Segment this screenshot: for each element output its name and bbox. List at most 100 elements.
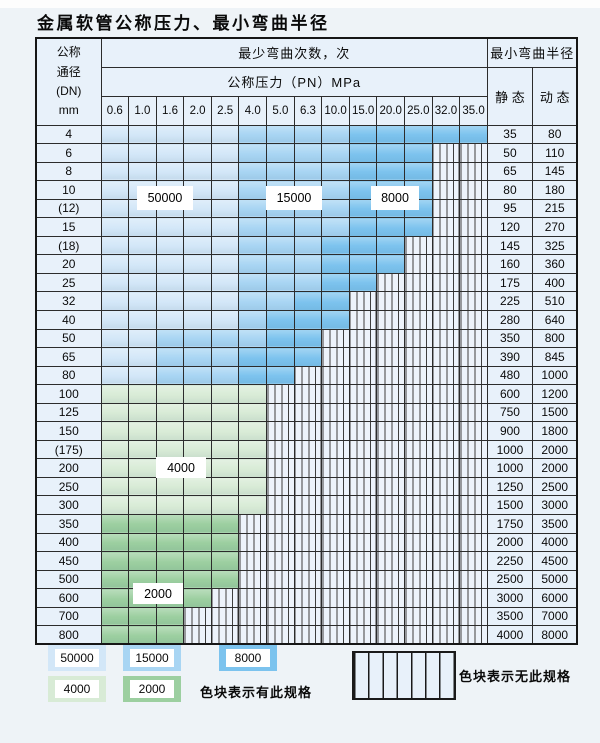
- table-row: 400 2000 4000: [35, 532, 578, 553]
- spec-cell-none: [404, 291, 433, 311]
- spec-cell-available: [266, 217, 295, 237]
- spec-cell-none: [431, 235, 461, 256]
- spec-cell-available: [155, 328, 185, 349]
- dn-label: 500: [35, 569, 102, 590]
- dn-label: 600: [35, 588, 102, 608]
- spec-cell-available: [100, 495, 130, 515]
- spec-cell-available: [210, 217, 240, 237]
- legend-note-available: 色块表示有此规格: [200, 685, 313, 700]
- spec-cell-available: [128, 328, 157, 349]
- dynamic-radius-value: 3000: [531, 495, 578, 515]
- spec-cell-available: [100, 402, 130, 423]
- cycles-label-4000: 4000: [156, 457, 206, 478]
- dynamic-radius-value: 510: [531, 291, 578, 311]
- spec-cell-none: [376, 588, 406, 608]
- pressure-col-header: 4.0: [238, 95, 268, 126]
- spec-cell-available: [293, 124, 323, 145]
- dynamic-radius-value: 4500: [531, 551, 578, 571]
- spec-cell-none: [459, 143, 488, 163]
- dn-label: 25: [35, 272, 102, 293]
- spec-table-wrap: 公称 通径 (DN) mm 最少弯曲次数，次 最小弯曲半径 公称压力（PN）MP…: [35, 37, 580, 646]
- spec-cell-available: [238, 235, 268, 256]
- spec-cell-none: [321, 606, 350, 627]
- dn-label: 450: [35, 551, 102, 571]
- spec-cell-available: [238, 272, 268, 293]
- dn-label: 32: [35, 291, 102, 311]
- spec-cell-available: [210, 365, 240, 386]
- dn-label: 10: [35, 180, 102, 200]
- spec-cell-available: [210, 384, 240, 404]
- table-row: 25 175 400: [35, 272, 578, 293]
- spec-cell-available: [238, 198, 268, 219]
- static-radius-value: 1750: [486, 513, 533, 534]
- spec-cell-available: [183, 402, 212, 423]
- spec-cell-none: [321, 384, 350, 404]
- spec-cell-available: [155, 421, 185, 441]
- dynamic-radius-value: 145: [531, 161, 578, 182]
- dn-label: 6: [35, 143, 102, 163]
- spec-cell-none: [431, 254, 461, 274]
- static-radius-value: 1250: [486, 476, 533, 497]
- cycles-label-8000: 8000: [371, 186, 419, 210]
- spec-cell-available: [183, 143, 212, 163]
- spec-cell-available: [128, 309, 157, 330]
- dn-header-line: (DN): [56, 83, 82, 98]
- spec-cell-none: [376, 569, 406, 590]
- dynamic-radius-value: 2000: [531, 439, 578, 460]
- spec-cell-available: [348, 198, 378, 219]
- spec-cell-available: [404, 217, 433, 237]
- spec-cell-available: [238, 365, 268, 386]
- dynamic-radius-value: 180: [531, 180, 578, 200]
- spec-cell-none: [238, 551, 268, 571]
- spec-cell-available: [183, 421, 212, 441]
- spec-cell-none: [459, 513, 488, 534]
- spec-cell-none: [293, 495, 323, 515]
- spec-cell-none: [431, 625, 461, 645]
- spec-cell-none: [431, 272, 461, 293]
- spec-cell-none: [404, 439, 433, 460]
- spec-cell-none: [238, 606, 268, 627]
- spec-cell-none: [376, 272, 406, 293]
- spec-cell-none: [459, 569, 488, 590]
- spec-cell-none: [431, 328, 461, 349]
- spec-cell-available: [128, 551, 157, 571]
- dn-header-line: mm: [58, 102, 79, 117]
- table-row: 300 1500 3000: [35, 495, 578, 515]
- spec-cell-available: [155, 402, 185, 423]
- spec-cell-available: [238, 143, 268, 163]
- spec-cell-available: [155, 384, 185, 404]
- dn-column-header: 公称 通径 (DN) mm: [35, 37, 102, 126]
- spec-cell-available: [293, 217, 323, 237]
- spec-cell-none: [459, 402, 488, 423]
- spec-cell-none: [404, 384, 433, 404]
- spec-cell-none: [404, 402, 433, 423]
- dynamic-radius-value: 640: [531, 309, 578, 330]
- spec-cell-available: [155, 365, 185, 386]
- spec-cell-none: [348, 439, 378, 460]
- spec-cell-none: [348, 402, 378, 423]
- spec-cell-available: [238, 439, 268, 460]
- spec-cell-available: [183, 291, 212, 311]
- spec-cell-available: [100, 217, 130, 237]
- dynamic-radius-value: 8000: [531, 625, 578, 645]
- min-bend-cycles-header: 最少弯曲次数，次: [100, 37, 488, 68]
- static-radius-value: 280: [486, 309, 533, 330]
- dn-header-line: 公称: [56, 45, 81, 60]
- spec-cell-available: [266, 124, 295, 145]
- spec-cell-none: [404, 588, 433, 608]
- spec-cell-none: [376, 606, 406, 627]
- spec-cell-none: [321, 476, 350, 497]
- spec-cell-none: [266, 588, 295, 608]
- spec-cell-available: [348, 161, 378, 182]
- static-radius-value: 80: [486, 180, 533, 200]
- spec-cell-none: [321, 421, 350, 441]
- spec-cell-none: [459, 384, 488, 404]
- spec-cell-available: [183, 569, 212, 590]
- spec-cell-none: [404, 309, 433, 330]
- spec-cell-none: [266, 551, 295, 571]
- spec-cell-available: [404, 161, 433, 182]
- spec-cell-available: [266, 309, 295, 330]
- spec-cell-none: [266, 458, 295, 478]
- pressure-col-header: 2.5: [210, 95, 240, 126]
- dn-label: (175): [35, 439, 102, 460]
